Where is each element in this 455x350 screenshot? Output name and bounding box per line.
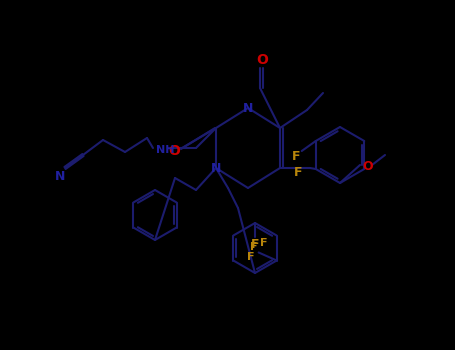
Text: N: N [211,161,221,175]
Text: F: F [293,167,302,180]
Text: F: F [251,238,259,252]
Text: F: F [292,150,300,163]
Text: NH: NH [156,145,174,155]
Text: N: N [243,102,253,114]
Text: F: F [260,238,268,247]
Text: O: O [168,144,180,158]
Text: O: O [256,53,268,67]
Text: N: N [55,169,65,182]
Text: F: F [250,241,258,252]
Text: O: O [363,161,373,174]
Text: F: F [247,252,254,262]
